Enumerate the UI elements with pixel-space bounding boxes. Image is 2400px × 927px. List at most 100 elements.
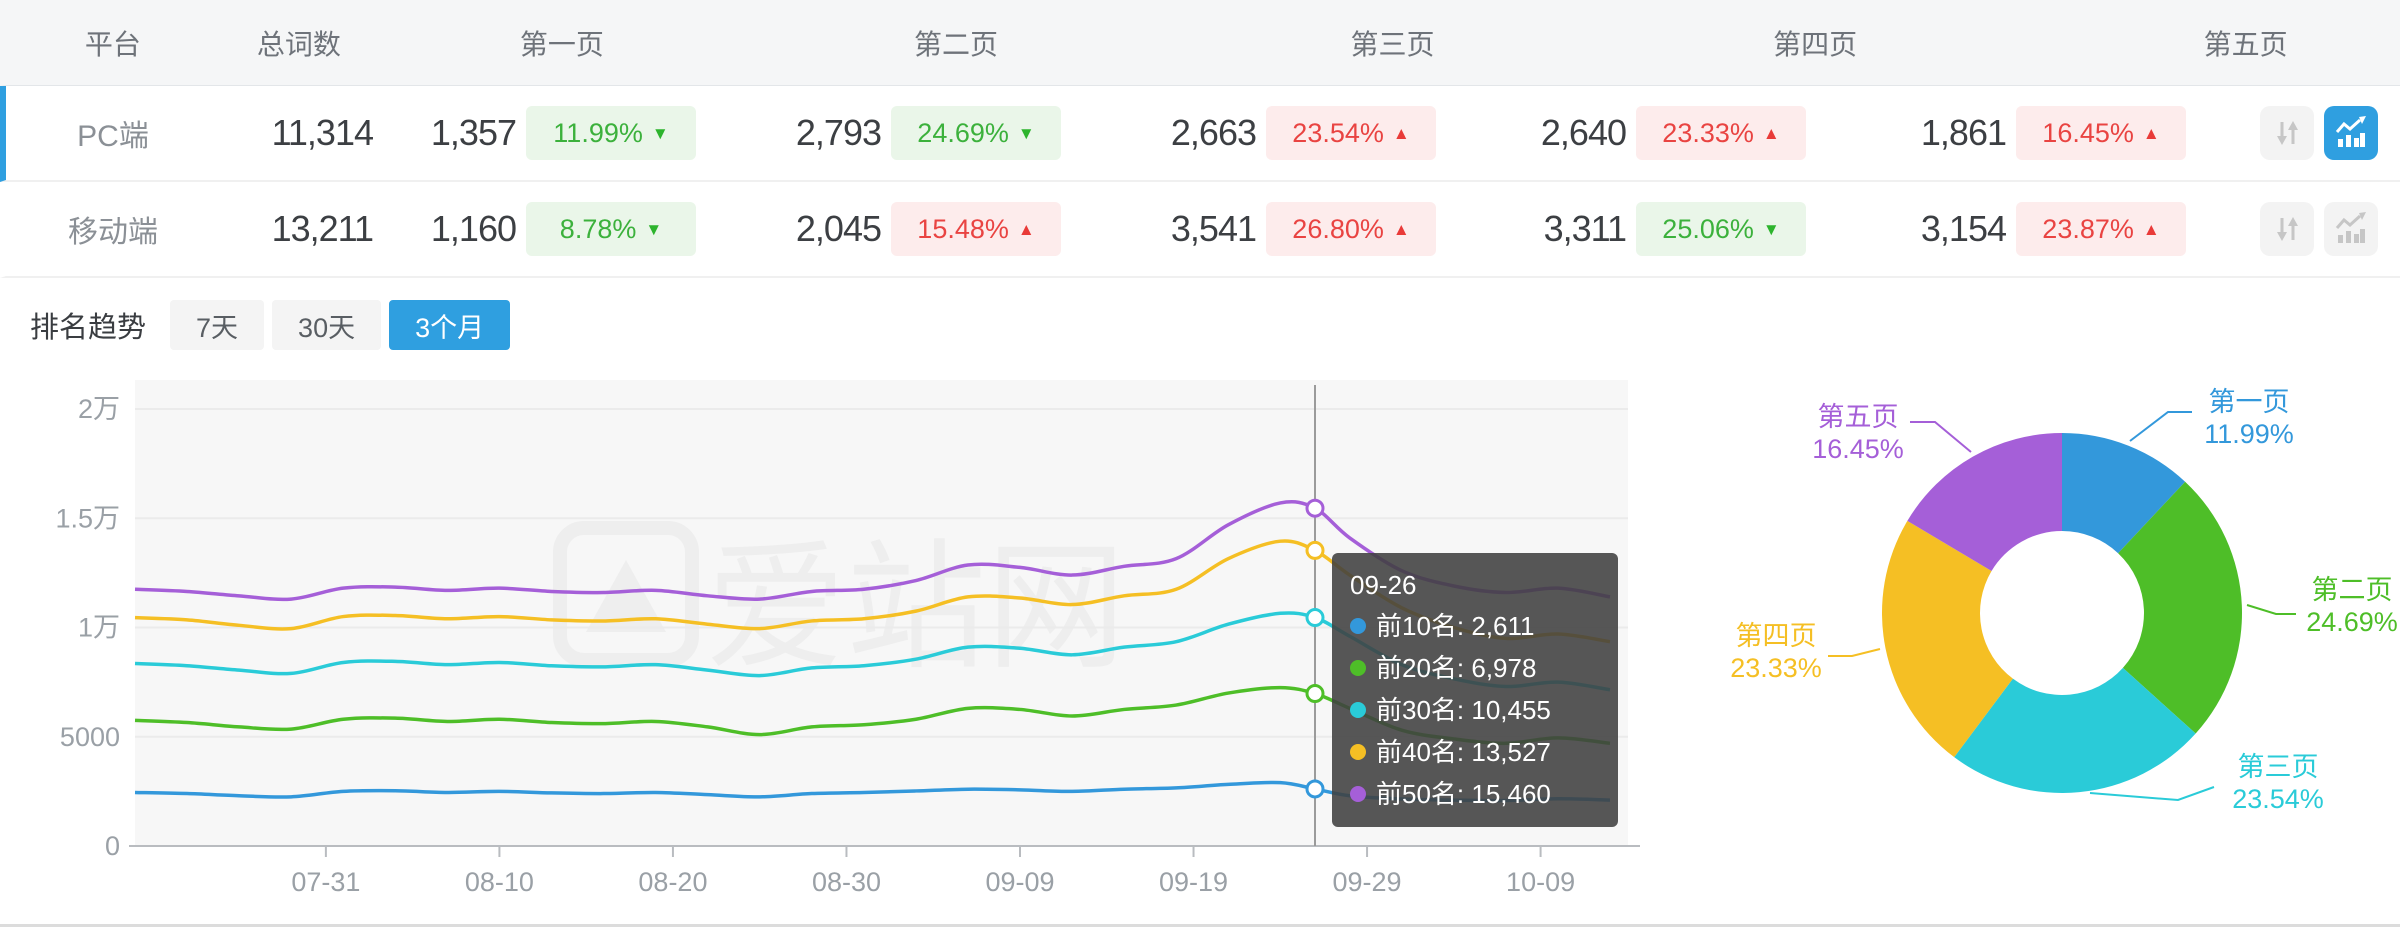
x-axis-label: 09-09	[985, 867, 1054, 897]
page4-change-badge: 23.33% ▲	[1636, 106, 1806, 160]
x-axis-label: 08-20	[638, 867, 707, 897]
page3-change-badge: 23.54% ▲	[1266, 106, 1436, 160]
tooltip-item: 前10名: 2,611	[1350, 605, 1600, 647]
range-button-7d[interactable]: 7天	[170, 300, 265, 350]
x-axis-label: 10-09	[1506, 867, 1575, 897]
trend-section-header: 排名趋势 7天 30天 3个月	[30, 300, 518, 350]
x-axis-label: 07-31	[291, 867, 360, 897]
table-row-pc[interactable]: PC端 11,314 1,357 11.99% ▼ 2,793 24.69% ▼ 2…	[0, 86, 2400, 182]
page5-change-badge: 23.87% ▲	[2016, 202, 2186, 256]
page1-change-badge: 8.78% ▼	[526, 202, 696, 256]
change-arrow-icon: ▲	[1392, 123, 1410, 143]
x-axis-label: 08-30	[812, 867, 881, 897]
col-header-page2: 第二页	[914, 28, 999, 60]
donut-label-page2: 第二页 24.69%	[2306, 575, 2398, 637]
total-words-value: 11,314	[271, 112, 374, 153]
table-row-mobile[interactable]: 移动端 13,211 1,160 8.78% ▼ 2,045 15.48% ▲ 3,…	[0, 182, 2400, 278]
series-dot-icon	[1350, 786, 1366, 802]
col-header-page4: 第四页	[1773, 28, 1858, 60]
donut-label-page4: 第四页 23.33%	[1730, 621, 1822, 683]
tooltip-item: 前40名: 13,527	[1350, 731, 1600, 773]
donut-label-connector	[1910, 421, 1972, 453]
y-axis-label: 0	[105, 831, 120, 861]
trend-chart-icon	[2335, 212, 2366, 243]
y-axis-label: 2万	[78, 394, 120, 424]
donut-slice-第二页[interactable]	[2118, 481, 2242, 734]
donut-label-connector	[1828, 648, 1881, 657]
sort-updown-button[interactable]	[2260, 106, 2314, 160]
page2-count: 2,793	[795, 112, 882, 153]
y-axis-label: 1.5万	[55, 503, 120, 533]
change-arrow-icon: ▲	[2142, 123, 2160, 143]
crosshair-marker	[1305, 608, 1325, 628]
col-header-platform: 平台	[84, 28, 141, 60]
tooltip-item: 前30名: 10,455	[1350, 689, 1600, 731]
page5-count: 3,154	[1920, 208, 2007, 249]
page2-change-badge: 15.48% ▲	[891, 202, 1061, 256]
tooltip-date: 09-26	[1350, 570, 1417, 600]
change-pct: 25.06%	[1662, 213, 1754, 244]
change-arrow-icon: ▼	[651, 123, 669, 143]
change-pct: 23.33%	[1662, 117, 1754, 148]
page3-count: 3,541	[1170, 208, 1257, 249]
series-dot-icon	[1350, 744, 1366, 760]
y-axis-label: 1万	[78, 613, 120, 643]
y-axis-label: 5000	[60, 722, 120, 752]
crosshair-marker	[1305, 684, 1325, 704]
series-line-前50名	[134, 500, 1611, 602]
col-header-total: 总词数	[256, 28, 341, 60]
change-arrow-icon: ▲	[1392, 219, 1410, 239]
page5-count: 1,861	[1920, 112, 2007, 153]
range-button-30d[interactable]: 30天	[272, 300, 382, 350]
change-pct: 11.99%	[553, 117, 643, 148]
page3-change-badge: 26.80% ▲	[1266, 202, 1436, 256]
total-words-value: 13,211	[271, 208, 374, 249]
trend-chart-button-mobile[interactable]	[2324, 202, 2378, 256]
donut-slice-第三页[interactable]	[1954, 667, 2196, 793]
table-header-row: 平台 总词数 第一页 第二页 第三页 第四页 第五页	[0, 0, 2400, 86]
donut-label-page5: 第五页 16.45%	[1812, 402, 1904, 464]
trend-chart-button-pc[interactable]	[2324, 106, 2378, 160]
page3-count: 2,663	[1170, 112, 1257, 153]
donut-slice-第四页[interactable]	[1882, 520, 2013, 758]
range-button-3m[interactable]: 3个月	[389, 300, 511, 350]
tooltip-item: 前20名: 6,978	[1350, 647, 1600, 689]
donut-slice-第五页[interactable]	[1907, 433, 2062, 572]
crosshair-marker	[1305, 779, 1325, 799]
page4-count: 3,311	[1543, 208, 1627, 249]
change-pct: 23.54%	[1292, 117, 1384, 148]
change-arrow-icon: ▼	[1017, 123, 1035, 143]
updown-arrows-icon	[2277, 217, 2298, 241]
change-arrow-icon: ▲	[2142, 219, 2160, 239]
change-arrow-icon: ▼	[645, 219, 663, 239]
change-pct: 15.48%	[917, 213, 1009, 244]
crosshair-marker	[1305, 540, 1325, 560]
change-arrow-icon: ▲	[1762, 123, 1780, 143]
donut-label-page1: 第一页 11.99%	[2204, 387, 2294, 449]
page4-change-badge: 25.06% ▼	[1636, 202, 1806, 256]
series-dot-icon	[1350, 618, 1366, 634]
page5-change-badge: 16.45% ▲	[2016, 106, 2186, 160]
donut-chart[interactable]	[1700, 360, 2400, 924]
change-pct: 26.80%	[1292, 213, 1384, 244]
chart-tooltip: 09-26 前10名: 2,611 前20名: 6,978 前30名: 10,455…	[1332, 553, 1618, 827]
col-header-page3: 第三页	[1350, 28, 1435, 60]
page2-change-badge: 24.69% ▼	[891, 106, 1061, 160]
page1-count: 1,160	[430, 208, 517, 249]
crosshair-marker	[1305, 498, 1325, 518]
page1-change-badge: 11.99% ▼	[526, 106, 696, 160]
donut-slice-第一页[interactable]	[2062, 433, 2186, 554]
sort-updown-button[interactable]	[2260, 202, 2314, 256]
platform-label: PC端	[77, 120, 149, 153]
page1-count: 1,357	[430, 112, 517, 153]
page4-count: 2,640	[1540, 112, 1627, 153]
change-pct: 16.45%	[2042, 117, 2134, 148]
updown-arrows-icon	[2277, 121, 2298, 145]
donut-label-page3: 第三页 23.54%	[2232, 752, 2324, 814]
donut-label-connector	[2246, 604, 2296, 615]
change-pct: 23.87%	[2042, 213, 2134, 244]
donut-label-connector	[2129, 411, 2192, 442]
donut-label-connector	[2089, 786, 2215, 802]
page2-count: 2,045	[795, 208, 882, 249]
